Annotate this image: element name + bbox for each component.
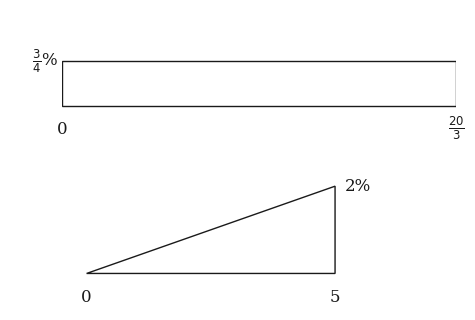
Text: 0: 0 bbox=[81, 289, 92, 306]
Text: 5: 5 bbox=[330, 289, 340, 306]
Text: 0: 0 bbox=[57, 121, 67, 138]
Text: $\frac{20}{3}$: $\frac{20}{3}$ bbox=[447, 115, 465, 142]
Text: $\frac{3}{4}$%: $\frac{3}{4}$% bbox=[31, 47, 58, 75]
Text: 2%: 2% bbox=[345, 178, 371, 195]
